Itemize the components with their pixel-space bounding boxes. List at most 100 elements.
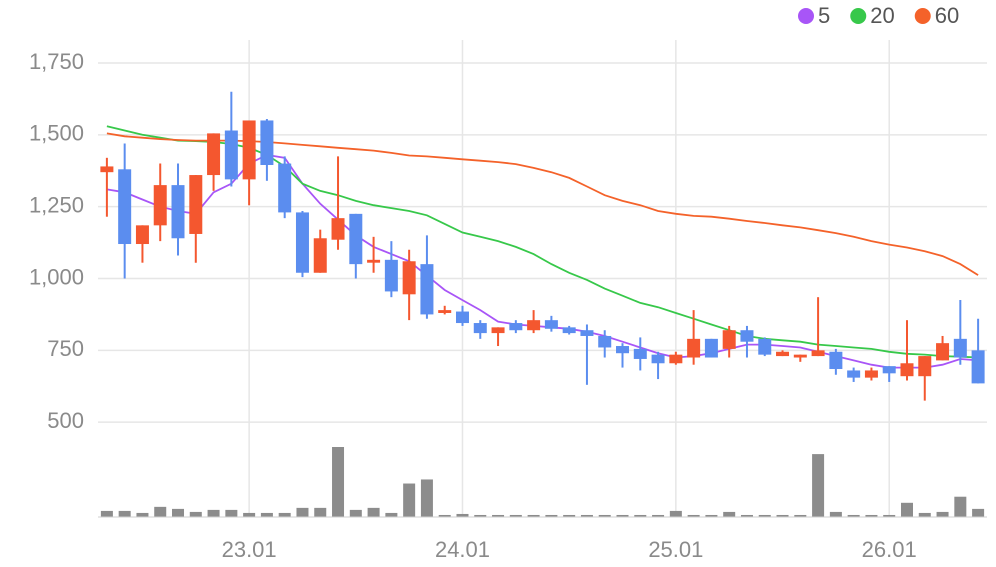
candle-body xyxy=(527,320,541,331)
volume-bar xyxy=(260,512,273,517)
volume-bar xyxy=(918,512,931,517)
x-tick-label: 23.01 xyxy=(222,537,277,562)
candle-body xyxy=(651,354,665,364)
volume-bar xyxy=(420,479,433,517)
candle-body xyxy=(669,354,683,364)
candle-body xyxy=(367,259,381,263)
candle-body xyxy=(562,327,576,334)
candle-body xyxy=(100,166,114,173)
candle-body xyxy=(473,323,487,334)
y-tick-label: 750 xyxy=(47,336,84,361)
candle-body xyxy=(882,366,896,374)
candle-body xyxy=(776,351,790,357)
x-tick-label: 24.01 xyxy=(435,537,490,562)
candle-body xyxy=(864,370,878,378)
candle-body xyxy=(633,348,647,359)
candle-body xyxy=(580,330,594,336)
candle-body xyxy=(189,175,203,234)
volume-bar xyxy=(598,514,611,517)
y-tick-label: 500 xyxy=(47,408,84,433)
volume-bar xyxy=(545,514,558,517)
candle-body xyxy=(331,218,345,240)
volume-bar xyxy=(456,513,469,517)
volume-bar xyxy=(367,507,380,517)
y-tick-label: 1,250 xyxy=(29,192,84,217)
volume-bar xyxy=(616,514,629,517)
candle-body xyxy=(936,343,950,361)
volume-bar xyxy=(225,509,238,517)
volume-bar xyxy=(652,514,665,517)
candle-body xyxy=(313,238,327,273)
volume-bar xyxy=(136,512,149,517)
candle-body xyxy=(740,330,754,342)
candle-body xyxy=(153,185,167,226)
volume-bar xyxy=(829,511,842,517)
candle-body xyxy=(224,130,238,180)
candle-body xyxy=(260,120,274,165)
candle-body xyxy=(758,338,772,355)
candle-body xyxy=(135,225,149,245)
volume-bar xyxy=(474,514,487,517)
volume-bar xyxy=(883,514,896,517)
legend-label: 5 xyxy=(818,3,830,28)
volume-bar xyxy=(243,512,256,517)
candle-body xyxy=(544,320,558,329)
legend-label: 20 xyxy=(870,3,894,28)
volume-bar xyxy=(509,514,522,517)
ma-line xyxy=(106,153,979,369)
candle-body xyxy=(207,133,221,176)
legend: 5 20 60 xyxy=(798,3,959,28)
volume-bar xyxy=(207,509,220,517)
candle-body xyxy=(900,363,914,377)
volume-bar xyxy=(154,506,167,517)
volume-bar xyxy=(812,454,825,517)
volume-bar xyxy=(723,511,736,517)
volume-bar xyxy=(278,512,291,517)
legend-marker xyxy=(798,8,814,24)
candle-body xyxy=(402,261,416,295)
volume-bar xyxy=(189,511,202,517)
volume-bar xyxy=(349,509,362,517)
candle-body xyxy=(616,346,630,354)
candle-body xyxy=(793,354,807,358)
candle-body xyxy=(953,338,967,358)
candle-body xyxy=(704,338,718,358)
volume-bar xyxy=(936,511,949,517)
volume-bar xyxy=(740,514,753,517)
candle-body xyxy=(829,351,843,370)
candle-body xyxy=(811,350,825,357)
legend-label: 60 xyxy=(935,3,959,28)
candle-body xyxy=(509,323,523,331)
volume-bar xyxy=(385,512,398,517)
volume-bar xyxy=(580,514,593,517)
x-tick-label: 25.01 xyxy=(648,537,703,562)
volume-bar xyxy=(172,508,185,517)
legend-marker xyxy=(914,8,931,24)
volume-bar xyxy=(687,514,700,517)
volume-bar xyxy=(776,514,789,517)
volume-bar xyxy=(527,514,540,517)
candle-body xyxy=(171,185,185,239)
candle-body xyxy=(971,350,985,384)
y-tick-label: 1,000 xyxy=(29,264,84,289)
candle-body xyxy=(598,335,612,348)
volume-bar xyxy=(100,510,113,517)
candle-body xyxy=(242,120,256,180)
candle-body xyxy=(349,213,363,265)
candle-body xyxy=(687,338,701,358)
volume-bar xyxy=(865,514,878,517)
y-tick-label: 1,500 xyxy=(29,121,84,146)
volume-bar xyxy=(314,507,327,517)
candle-body xyxy=(491,327,505,334)
volume-bar xyxy=(669,510,682,517)
candle-body xyxy=(278,163,292,213)
volume-bar xyxy=(705,514,718,517)
volume-bar xyxy=(900,502,913,517)
candle-body xyxy=(722,330,736,349)
candle-body xyxy=(295,212,309,273)
candle-body xyxy=(438,310,452,313)
volume-bar xyxy=(563,514,576,517)
candle-body xyxy=(118,169,132,245)
candle-body xyxy=(918,356,932,377)
